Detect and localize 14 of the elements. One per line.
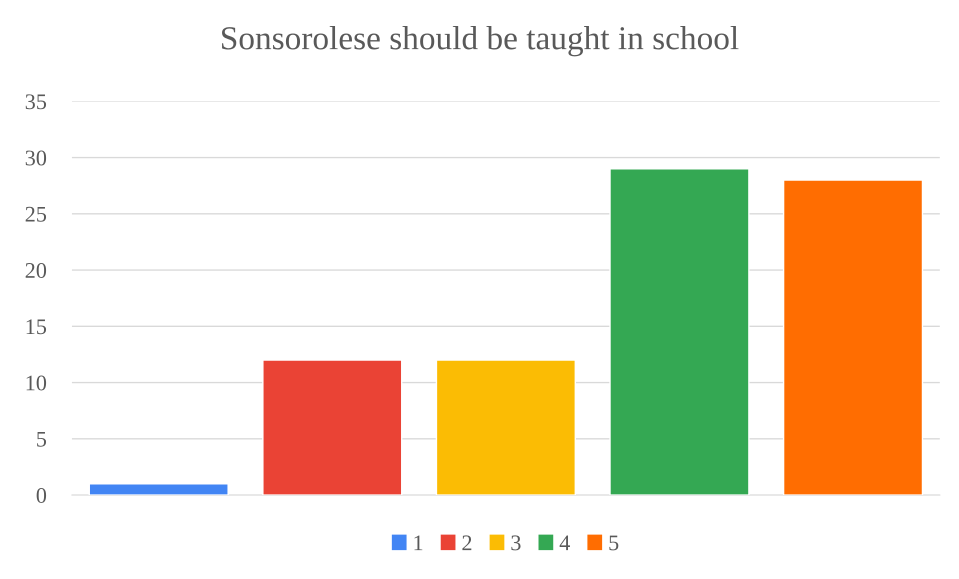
y-tick-label: 15	[26, 319, 46, 334]
y-tick-label: 25	[26, 206, 46, 222]
y-tick-label: 10	[26, 375, 46, 390]
legend-label: 2	[462, 535, 472, 550]
legend-label: 3	[511, 535, 521, 550]
y-tick-label: 30	[26, 150, 46, 166]
y-tick-label: 35	[26, 94, 46, 110]
y-tick-label: 20	[26, 262, 46, 278]
legend-label: 5	[609, 536, 618, 550]
y-tick-label: 5	[37, 432, 46, 447]
legend-label: 1	[414, 535, 422, 550]
chart-title: Sonsorolese should be taught in school	[222, 26, 739, 56]
legend-label: 4	[560, 536, 570, 550]
y-tick-label: 0	[36, 488, 46, 503]
